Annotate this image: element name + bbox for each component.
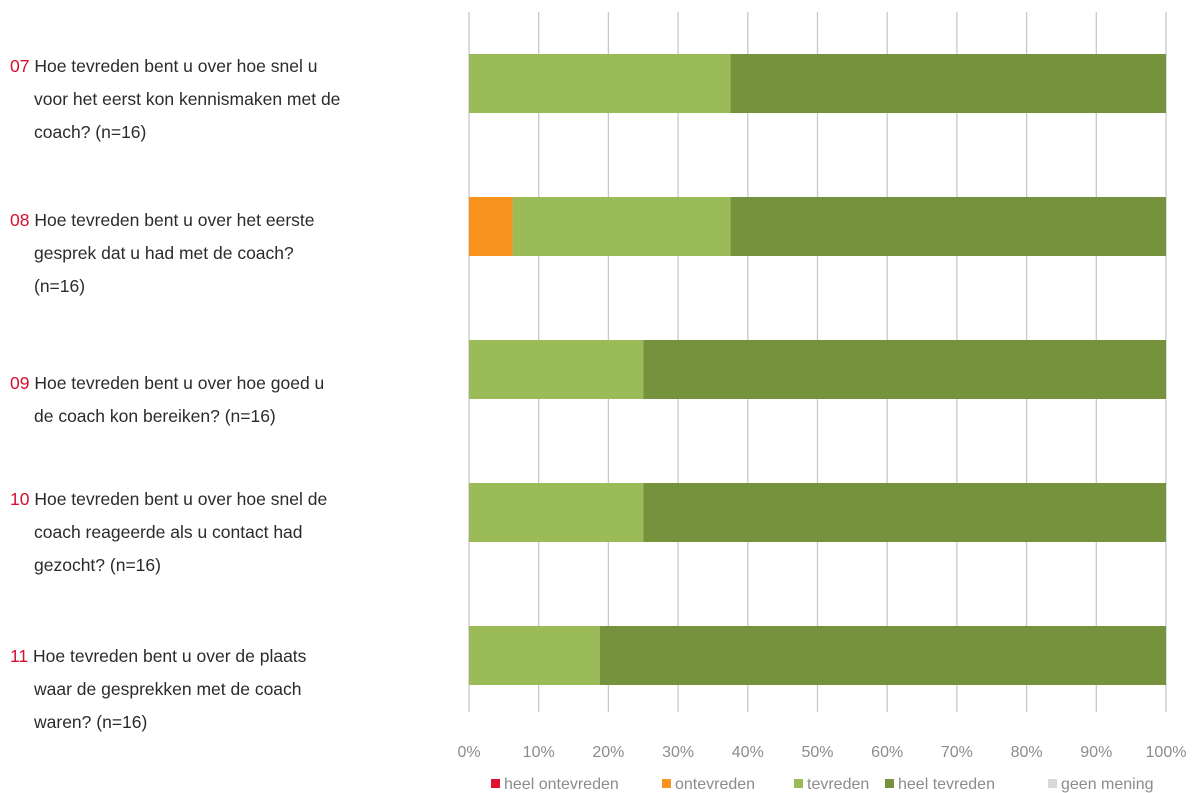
x-tick-label: 80%	[1011, 744, 1043, 761]
question-label-line: waren? (n=16)	[33, 712, 147, 732]
question-label-line: 10 Hoe tevreden bent u over hoe snel de	[10, 489, 327, 509]
question-label-line: 11 Hoe tevreden bent u over de plaats	[10, 646, 307, 666]
question-labels: 07 Hoe tevreden bent u over hoe snel u vo…	[10, 56, 340, 732]
bar-segment	[469, 483, 644, 542]
bars	[469, 54, 1166, 685]
legend-swatch	[885, 779, 894, 788]
bar-segment	[469, 340, 644, 399]
x-tick-label: 0%	[457, 744, 480, 761]
bar-segment	[512, 197, 731, 256]
question-label-line: de coach kon bereiken? (n=16)	[34, 406, 276, 426]
legend-swatch	[491, 779, 500, 788]
bar-segment	[730, 54, 1166, 113]
x-tick-label: 60%	[871, 744, 903, 761]
legend: heel ontevreden ontevreden tevreden heel te…	[491, 776, 1154, 793]
bar-segment	[643, 483, 1166, 542]
question-text: Hoe tevreden bent u over hoe snel de	[34, 489, 327, 509]
bar-segment	[469, 197, 513, 256]
x-tick-label: 30%	[662, 744, 694, 761]
x-tick-label: 20%	[592, 744, 624, 761]
legend-label: heel tevreden	[898, 776, 995, 793]
legend-label: heel ontevreden	[504, 776, 619, 793]
question-label-line: (n=16)	[34, 276, 85, 296]
question-number: 09	[10, 373, 34, 393]
question-text: Hoe tevreden bent u over het eerste	[34, 210, 314, 230]
question-label-line: coach reageerde als u contact had	[34, 522, 303, 542]
x-tick-label: 100%	[1146, 744, 1187, 761]
bar-segment	[469, 54, 731, 113]
x-axis-tick-labels: 0% 10% 20% 30% 40% 50% 60% 70% 80% 90% 100%	[457, 744, 1186, 761]
bar-segment	[730, 197, 1166, 256]
question-text: Hoe tevreden bent u over de plaats	[33, 646, 307, 666]
x-tick-label: 50%	[801, 744, 833, 761]
bar-segment	[469, 626, 600, 685]
question-label-line: 09 Hoe tevreden bent u over hoe goed u	[10, 373, 324, 393]
question-number: 10	[10, 489, 34, 509]
question-label-line: voor het eerst kon kennismaken met de	[34, 89, 340, 109]
legend-label: geen mening	[1061, 776, 1154, 793]
question-text: Hoe tevreden bent u over hoe goed u	[34, 373, 324, 393]
legend-label: ontevreden	[675, 776, 755, 793]
question-label-line: 08 Hoe tevreden bent u over het eerste	[10, 210, 315, 230]
question-number: 08	[10, 210, 34, 230]
question-number: 07	[10, 56, 34, 76]
bar-segment	[599, 626, 1166, 685]
question-text: Hoe tevreden bent u over hoe snel u	[34, 56, 317, 76]
legend-swatch	[1048, 779, 1057, 788]
bar-segment	[643, 340, 1166, 399]
question-label-line: coach? (n=16)	[34, 122, 146, 142]
x-tick-label: 70%	[941, 744, 973, 761]
legend-swatch	[662, 779, 671, 788]
x-tick-label: 10%	[523, 744, 555, 761]
question-label-line: 07 Hoe tevreden bent u over hoe snel u	[10, 56, 317, 76]
question-label-line: gesprek dat u had met de coach?	[34, 243, 294, 263]
legend-label: tevreden	[807, 776, 869, 793]
x-tick-label: 40%	[732, 744, 764, 761]
question-label-line: waar de gesprekken met de coach	[33, 679, 302, 699]
question-number: 11	[10, 646, 33, 666]
legend-swatch	[794, 779, 803, 788]
question-label-line: gezocht? (n=16)	[34, 555, 161, 575]
x-tick-label: 90%	[1080, 744, 1112, 761]
